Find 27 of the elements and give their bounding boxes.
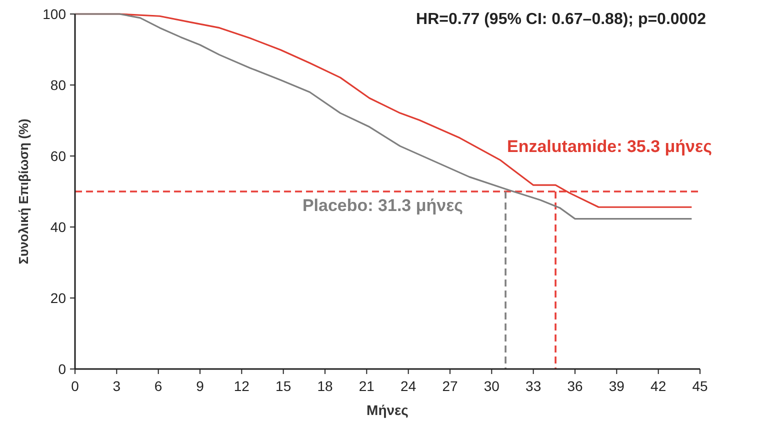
series-label: Enzalutamide: 35.3 μήνες xyxy=(507,137,712,156)
x-tick-label: 9 xyxy=(196,378,204,394)
x-tick-label: 18 xyxy=(317,378,333,394)
x-tick-label: 30 xyxy=(484,378,500,394)
x-tick-label: 21 xyxy=(358,378,375,394)
x-tick-label: 15 xyxy=(276,378,292,394)
series-label: Placebo: 31.3 μήνες xyxy=(302,196,464,215)
x-axis-title: Μήνες xyxy=(366,402,408,418)
annotation: HR=0.77 (95% CI: 0.67–0.88); p=0.0002 xyxy=(416,11,706,28)
x-tick-label: 33 xyxy=(526,378,542,394)
x-tick-label: 12 xyxy=(234,378,250,394)
y-tick-label: 80 xyxy=(50,77,66,93)
x-tick-label: 27 xyxy=(442,378,458,394)
x-tick-label: 0 xyxy=(71,378,80,394)
y-tick-label: 100 xyxy=(42,6,66,22)
x-tick-label: 3 xyxy=(112,378,121,394)
y-tick-label: 60 xyxy=(50,148,66,164)
y-tick-label: 40 xyxy=(50,219,66,235)
y-tick-label: 0 xyxy=(58,361,66,377)
x-tick-label: 36 xyxy=(567,378,583,394)
x-tick-label: 42 xyxy=(650,378,666,394)
x-tick-label: 6 xyxy=(154,378,162,394)
y-axis-title: Συνολική Επιβίωση (%) xyxy=(16,118,31,264)
x-tick-label: 24 xyxy=(400,378,416,394)
y-tick-label: 20 xyxy=(50,290,66,306)
x-tick-label: 45 xyxy=(692,378,708,394)
x-tick-label: 39 xyxy=(608,378,625,394)
